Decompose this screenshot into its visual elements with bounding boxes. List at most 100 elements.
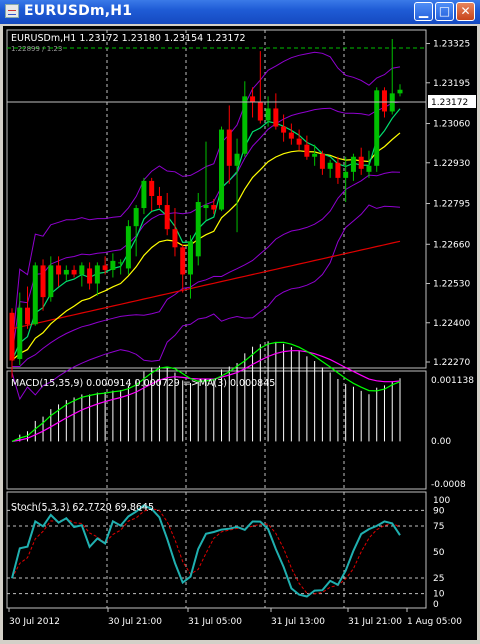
candle-body [226, 129, 232, 166]
candle-body [63, 269, 69, 275]
close-button[interactable]: ✕ [456, 2, 475, 21]
time-tick-label: 31 Jul 21:00 [348, 617, 402, 627]
stoch-tick-label: 0 [433, 600, 439, 610]
candle-body [17, 307, 23, 359]
candle-body [265, 108, 271, 121]
candle-body [343, 171, 349, 178]
minimize-button[interactable]: ▁ [414, 2, 433, 21]
candle-body [203, 205, 209, 209]
candle-body [242, 96, 248, 154]
title-bar[interactable]: EURUSDm,H1 ▁ □ ✕ [0, 0, 480, 24]
stochastic-indicator [11, 504, 401, 598]
price-tick-label: 1.23325 [433, 40, 470, 50]
macd-tick-zero: 0.00 [431, 437, 451, 447]
macd-tick-min: -0.0008 [431, 480, 466, 490]
stoch-tick-label: 25 [433, 574, 444, 584]
price-tick-label: 1.23060 [433, 120, 470, 130]
time-tick-label: 30 Jul 2012 [9, 617, 60, 627]
candle-body [48, 265, 54, 298]
upper-band-inner [11, 101, 401, 355]
time-tick-label: 30 Jul 21:00 [108, 617, 162, 627]
candle-body [397, 89, 403, 94]
main-panel-header: EURUSDm,H1 1.23172 1.23180 1.23154 1.231… [11, 33, 246, 44]
price-tick-label: 1.22530 [433, 280, 470, 290]
price-tick-label: 1.22930 [433, 159, 470, 169]
candle-body [110, 260, 116, 270]
stoch-tick-label: 100 [433, 496, 450, 506]
price-axis: 1.23325 1.23195 1.23060 1.22930 1.22795 1.226… [426, 40, 470, 368]
moving-averages [11, 108, 401, 361]
candle-body [56, 265, 62, 275]
candle-body [234, 153, 240, 166]
candle-body [219, 129, 225, 210]
candle-body [118, 262, 124, 264]
chart-window-icon [5, 4, 19, 18]
chart-svg: EURUSDm,H1 1.23172 1.23180 1.23154 1.231… [6, 29, 476, 627]
candle-body [350, 156, 356, 172]
macd-signal-line [11, 350, 401, 442]
maximize-button[interactable]: □ [435, 2, 454, 21]
candle-body [79, 265, 85, 275]
grid [7, 30, 426, 608]
time-tick-label: 31 Jul 13:00 [271, 617, 325, 627]
candle-body [374, 90, 380, 166]
candle-body [327, 162, 333, 169]
candle-body [358, 156, 364, 169]
price-tick-label: 1.22400 [433, 319, 470, 329]
stoch-signal-line [11, 508, 401, 595]
fast-moving-average [11, 108, 401, 361]
price-tick-label: 1.23195 [433, 79, 470, 89]
candle-body [304, 144, 310, 157]
price-tick-label: 1.22660 [433, 240, 470, 250]
candle-body [281, 126, 287, 133]
stoch-panel-frame [6, 491, 427, 609]
candle-body [273, 108, 279, 127]
close-icon: ✕ [460, 4, 471, 18]
macd-indicator [11, 341, 401, 442]
candle-body [187, 241, 193, 275]
candle-body [335, 162, 341, 178]
current-price-box [428, 95, 476, 108]
candle-body [133, 208, 139, 227]
time-axis: 30 Jul 2012 30 Jul 21:00 31 Jul 05:00 31 Ju… [8, 608, 462, 627]
stoch-tick-label: 75 [433, 522, 444, 532]
candle-body [9, 312, 15, 361]
bollinger-bands [11, 51, 401, 401]
candle-body [125, 226, 131, 269]
candle-body [250, 96, 256, 103]
candle-body [164, 205, 170, 230]
candle-body [257, 102, 263, 121]
window-title: EURUSDm,H1 [24, 3, 133, 19]
long-moving-average [11, 240, 401, 330]
chart-area[interactable]: EURUSDm,H1 1.23172 1.23180 1.23154 1.231… [3, 26, 477, 640]
lower-band-inner [12, 171, 401, 367]
lower-band-outer [11, 204, 401, 401]
current-price-label: 1.23172 [431, 98, 468, 108]
candle-body [141, 180, 147, 209]
macd-ma-line [11, 341, 401, 442]
candle-body [319, 153, 325, 169]
candle-body [71, 269, 77, 275]
slow-moving-average [11, 132, 401, 361]
candle-body [288, 132, 294, 139]
candle-body [172, 229, 178, 248]
price-tick-label: 1.22270 [433, 358, 470, 368]
stoch-tick-label: 10 [433, 590, 445, 600]
candle-body [312, 153, 318, 157]
candle-body [211, 205, 217, 210]
candle-body [195, 202, 201, 257]
stoch-main-line [11, 504, 401, 598]
candle-body [32, 265, 38, 325]
candle-body [94, 265, 100, 284]
candle-body [87, 268, 93, 284]
candle-body [40, 265, 46, 298]
stoch-tick-label: 90 [433, 506, 445, 516]
candle-body [366, 165, 372, 172]
time-tick-label: 1 Aug 05:00 [407, 617, 462, 627]
minimize-icon: ▁ [418, 4, 429, 18]
candles [9, 39, 403, 378]
price-tick-label: 1.22795 [433, 200, 470, 210]
candle-body [149, 180, 155, 196]
overlay-label: 1.22899 / 1.23 [11, 45, 62, 53]
